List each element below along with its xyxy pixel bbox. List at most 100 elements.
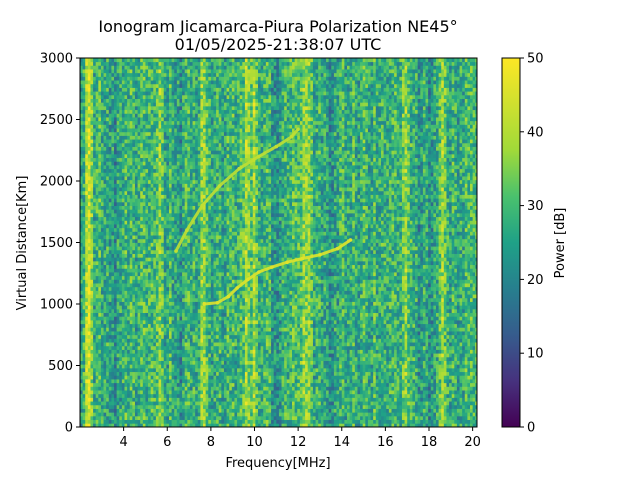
heatmap-cell: [119, 412, 123, 417]
heatmap-cell: [187, 117, 191, 122]
heatmap-cell: [103, 331, 107, 336]
heatmap-cell: [80, 397, 84, 402]
heatmap-cell: [189, 187, 193, 192]
heatmap-cell: [184, 338, 188, 343]
heatmap-cell: [150, 69, 154, 74]
heatmap-cell: [187, 290, 191, 295]
heatmap-cell: [106, 275, 110, 280]
heatmap-cell: [119, 220, 123, 225]
heatmap-cell: [174, 165, 178, 170]
heatmap-cell: [166, 319, 170, 325]
heatmap-cell: [148, 272, 152, 277]
heatmap-cell: [103, 375, 107, 380]
heatmap-cell: [103, 172, 107, 177]
heatmap-cell: [124, 94, 128, 99]
heatmap-cell: [95, 58, 99, 63]
heatmap-cell: [116, 375, 120, 380]
heatmap-cell: [87, 390, 91, 395]
heatmap-cell: [145, 253, 149, 258]
heatmap-cell: [169, 264, 173, 269]
heatmap-cell: [150, 187, 154, 192]
heatmap-cell: [80, 246, 84, 251]
heatmap-cell: [203, 146, 207, 151]
heatmap-cell: [153, 139, 157, 144]
heatmap-cell: [161, 264, 165, 269]
heatmap-cell: [93, 102, 97, 107]
heatmap-cell: [195, 415, 199, 421]
heatmap-cell: [111, 91, 115, 96]
heatmap-cell: [203, 283, 207, 288]
heatmap-cell: [200, 242, 204, 247]
heatmap-cell: [108, 146, 112, 151]
heatmap-cell: [197, 323, 201, 328]
heatmap-cell: [179, 80, 183, 85]
heatmap-cell: [114, 375, 118, 380]
heatmap-cell: [200, 139, 204, 144]
heatmap-cell: [153, 150, 157, 155]
heatmap-cell: [80, 61, 84, 66]
heatmap-cell: [100, 209, 104, 214]
heatmap-cell: [134, 227, 138, 232]
heatmap-cell: [187, 345, 191, 350]
heatmap-cell: [150, 113, 154, 118]
heatmap-cell: [208, 404, 212, 409]
heatmap-cell: [116, 58, 120, 63]
heatmap-cell: [82, 65, 86, 70]
heatmap-cell: [132, 301, 136, 306]
heatmap-cell: [155, 235, 159, 240]
heatmap-cell: [100, 290, 104, 295]
heatmap-cell: [197, 109, 201, 114]
heatmap-cell: [119, 83, 123, 88]
heatmap-cell: [121, 415, 125, 421]
heatmap-cell: [148, 297, 152, 302]
heatmap-cell: [124, 305, 128, 310]
heatmap-cell: [166, 349, 170, 354]
heatmap-cell: [189, 194, 193, 199]
heatmap-cell: [163, 179, 167, 184]
heatmap-cell: [119, 69, 123, 74]
heatmap-cell: [148, 249, 152, 254]
heatmap-cell: [121, 87, 125, 92]
heatmap-cell: [80, 331, 84, 336]
heatmap-cell: [87, 165, 91, 170]
heatmap-cell: [124, 179, 128, 184]
heatmap-cell: [179, 161, 183, 166]
heatmap-cell: [121, 212, 125, 218]
heatmap-cell: [195, 371, 199, 376]
heatmap-cell: [82, 364, 86, 369]
heatmap-cell: [148, 209, 152, 214]
heatmap-cell: [179, 91, 183, 96]
heatmap-cell: [100, 194, 104, 199]
heatmap-cell: [200, 190, 204, 195]
heatmap-cell: [140, 61, 144, 66]
heatmap-cell: [174, 319, 178, 325]
heatmap-cell: [203, 331, 207, 336]
heatmap-cell: [116, 253, 120, 258]
heatmap-cell: [171, 238, 175, 243]
heatmap-cell: [192, 264, 196, 269]
heatmap-cell: [205, 131, 209, 136]
heatmap-cell: [98, 275, 102, 280]
heatmap-cell: [197, 268, 201, 273]
heatmap-cell: [93, 128, 97, 133]
heatmap-cell: [82, 356, 86, 361]
heatmap-cell: [82, 382, 86, 387]
heatmap-cell: [85, 157, 89, 162]
heatmap-cell: [98, 279, 102, 284]
heatmap-cell: [90, 212, 94, 218]
heatmap-cell: [187, 61, 191, 66]
heatmap-cell: [132, 165, 136, 170]
heatmap-cell: [85, 371, 89, 376]
heatmap-cell: [187, 172, 191, 177]
heatmap-cell: [95, 275, 99, 280]
heatmap-cell: [85, 308, 89, 314]
heatmap-cell: [182, 375, 186, 380]
heatmap-cell: [108, 224, 112, 229]
heatmap-cell: [148, 69, 152, 74]
heatmap-cell: [205, 190, 209, 195]
heatmap-cell: [208, 294, 212, 299]
heatmap-cell: [82, 393, 86, 398]
heatmap-cell: [121, 242, 125, 247]
heatmap-cell: [142, 290, 146, 295]
heatmap-cell: [95, 187, 99, 192]
